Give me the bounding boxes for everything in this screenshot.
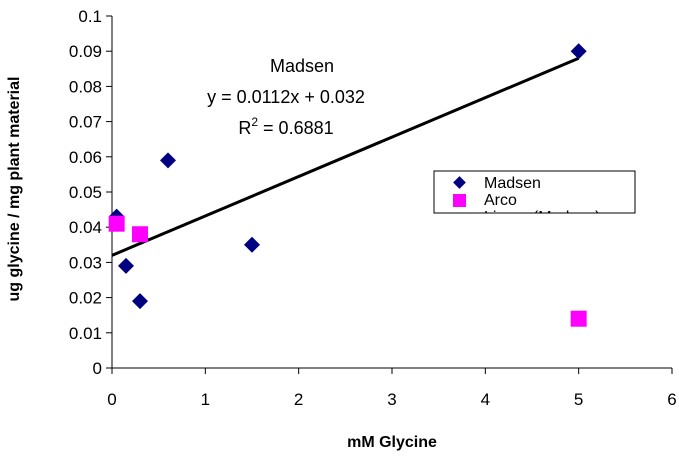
x-tick-label: 0 — [107, 390, 116, 409]
point-madsen — [132, 293, 148, 310]
point-madsen — [160, 152, 176, 169]
trendline-annotation: Madsen y = 0.0112x + 0.032 R2 = 0.6881 — [207, 56, 365, 138]
legend-label-madsen: Madsen — [484, 175, 541, 192]
annotation-r-squared: R2 = 0.6881 — [238, 115, 333, 138]
legend-label-linear: Linear (Madsen) — [484, 209, 601, 226]
trendline-madsen — [111, 56, 580, 257]
point-madsen — [118, 257, 134, 274]
r2-superscript: 2 — [251, 115, 258, 129]
r2-value: = 0.6881 — [258, 118, 334, 138]
x-tick-label: 5 — [574, 390, 583, 409]
annotation-title: Madsen — [270, 56, 334, 76]
y-tick-label: 0.08 — [69, 77, 102, 96]
y-tick-label: 0.09 — [69, 42, 102, 61]
y-tick-label: 0.06 — [69, 148, 102, 167]
x-tick-label: 6 — [667, 390, 676, 409]
y-tick-label: 0.02 — [69, 289, 102, 308]
point-madsen — [570, 43, 587, 60]
y-axis-title: ug glycine / mg plant material — [6, 77, 23, 302]
y-tick-label: 0.03 — [69, 253, 102, 272]
point-arco — [108, 215, 125, 232]
legend: Madsen Arco Linear (Madsen) — [433, 170, 636, 226]
x-tick-label: 1 — [201, 390, 210, 409]
x-axis-ticks: 0 1 2 3 4 5 6 — [107, 368, 677, 409]
data-points — [108, 43, 587, 327]
y-tick-label: 0.1 — [78, 7, 102, 26]
x-tick-label: 3 — [387, 390, 396, 409]
point-arco — [132, 226, 148, 243]
legend-label-arco: Arco — [484, 192, 517, 209]
y-tick-label: 0.05 — [69, 183, 102, 202]
legend-marker-arco — [453, 194, 466, 207]
x-axis-title: mM Glycine — [347, 434, 437, 451]
legend-box — [433, 170, 636, 214]
point-arco — [570, 310, 587, 327]
y-tick-label: 0.04 — [69, 218, 102, 237]
annotation-equation: y = 0.0112x + 0.032 — [207, 87, 365, 107]
x-tick-label: 2 — [294, 390, 303, 409]
x-tick-label: 4 — [481, 390, 490, 409]
y-axis-ticks: 0 0.01 0.02 0.03 0.04 0.05 0.06 0.07 0.08 0.09 0.1 — [69, 7, 112, 378]
point-madsen — [244, 236, 260, 253]
y-tick-label: 0.07 — [69, 113, 102, 132]
y-tick-label: 0 — [93, 359, 102, 378]
r2-prefix: R — [238, 118, 251, 138]
y-tick-label: 0.01 — [69, 324, 102, 343]
legend-marker-madsen — [453, 176, 466, 189]
